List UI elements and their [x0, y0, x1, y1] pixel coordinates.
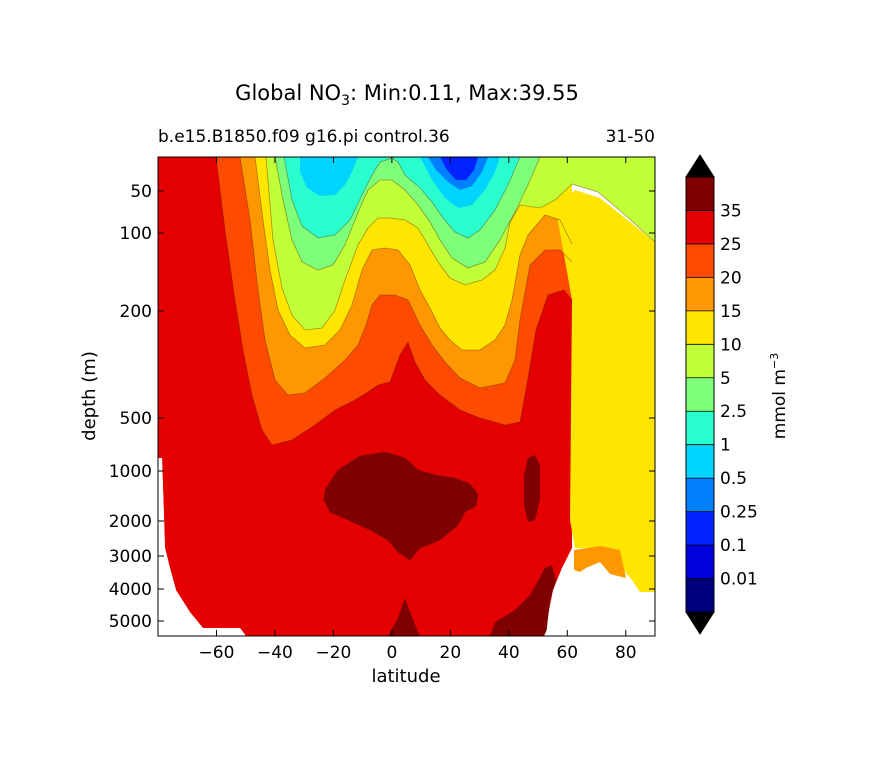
colorbar-segment [686, 578, 714, 613]
x-axis-ticks: −60 −40 −20 0 20 40 60 80 [199, 157, 637, 663]
colorbar-tick-label: 15 [720, 302, 742, 322]
x-tick-label: −40 [257, 643, 293, 663]
colorbar-segment [686, 444, 714, 479]
plot-frame [157, 156, 656, 637]
colorbar-tick-label: 2.5 [720, 402, 747, 422]
contour-line-5 [274, 156, 541, 271]
colorbar-segment [686, 344, 714, 379]
colorbar-segment [686, 478, 714, 513]
y-tick-label: 100 [120, 224, 152, 244]
colorbar-frame [685, 176, 715, 613]
x-tick-label: 60 [556, 643, 578, 663]
contour-band-15-20-north [574, 546, 626, 578]
contour-band-35-40-north [524, 455, 540, 522]
colorbar-segment [686, 411, 714, 446]
missing-data-south-floor [158, 590, 246, 636]
colorbar-tick-label: 10 [720, 335, 742, 355]
colorbar-tick-label: 0.1 [720, 536, 747, 556]
contour-band-35-40-deep-equator [388, 598, 420, 636]
colorbar-segment [686, 310, 714, 345]
plot-area: −60 −40 −20 0 20 40 60 80 50 100 200 500 1000 2000 30… [109, 156, 656, 663]
y-tick-label: 2000 [109, 512, 152, 532]
y-tick-label: 4000 [109, 580, 152, 600]
x-axis-label: latitude [371, 666, 440, 687]
y-tick-label: 1000 [109, 462, 152, 482]
colorbar-segment [686, 177, 714, 211]
colorbar-segment [686, 377, 714, 412]
x-tick-label: −20 [315, 643, 351, 663]
colorbar-tick-label: 0.25 [720, 503, 758, 523]
colorbar-tick-label: 1 [720, 436, 731, 456]
colorbar-tick-label: 20 [720, 268, 742, 288]
colorbar-tick-label: 5 [720, 369, 731, 389]
x-tick-label: 0 [386, 643, 397, 663]
y-tick-label: 50 [130, 182, 152, 202]
contour-line-15 [254, 156, 573, 351]
chart-subtitle-left: b.e15.B1850.f09 g16.pi control.36 [158, 127, 450, 147]
missing-data-north [544, 564, 655, 636]
colorbar-extend-max [685, 154, 715, 178]
x-tick-label: 20 [440, 643, 462, 663]
colorbar-segment [686, 277, 714, 312]
colorbar-tick-label: 25 [720, 235, 742, 255]
colorbar-label: mmol m−3 [768, 353, 790, 439]
colorbar-tick-label: 35 [720, 201, 742, 221]
x-tick-label: −60 [199, 643, 235, 663]
colorbar-tick-label: 0.01 [720, 570, 758, 590]
contour-line-2.5 [283, 156, 521, 239]
x-tick-label: 40 [498, 643, 520, 663]
contour-band-35-40-deep-north [490, 565, 556, 636]
colorbar-segment [686, 511, 714, 546]
y-tick-label: 3000 [109, 547, 152, 567]
contour-band-35-40-core [324, 452, 478, 560]
chart-title: Global NO3: Min:0.11, Max:39.55 [235, 81, 579, 109]
contour-band-0.5-1-south [300, 157, 358, 196]
colorbar-segment [686, 210, 714, 245]
contour-line-20 [239, 156, 573, 396]
contour-line-35 [323, 451, 479, 561]
contour-line-25 [215, 156, 573, 446]
chart-subtitle-right: 31-50 [606, 127, 655, 147]
colorbar-extend-min [685, 611, 715, 635]
missing-data-south-wall [158, 458, 176, 590]
colorbar-segment [686, 545, 714, 580]
y-axis-ticks: 50 100 200 500 1000 2000 3000 4000 5000 [109, 182, 655, 632]
y-axis-label: depth (m) [79, 351, 100, 441]
contour-line-10 [265, 156, 656, 331]
y-tick-label: 500 [120, 409, 152, 429]
colorbar-tick-label: 0.5 [720, 469, 747, 489]
contour-band-0.1-0.25 [440, 157, 478, 180]
contour-lines [215, 156, 656, 561]
colorbar: 0.01 0.1 0.25 0.5 1 2.5 5 10 15 20 25 35 [685, 154, 758, 635]
y-tick-label: 5000 [109, 612, 152, 632]
y-tick-label: 200 [120, 302, 152, 322]
colorbar-segment [686, 243, 714, 278]
x-tick-label: 80 [615, 643, 637, 663]
contour-band-10-15-north [556, 190, 655, 592]
contour-field [158, 157, 655, 636]
